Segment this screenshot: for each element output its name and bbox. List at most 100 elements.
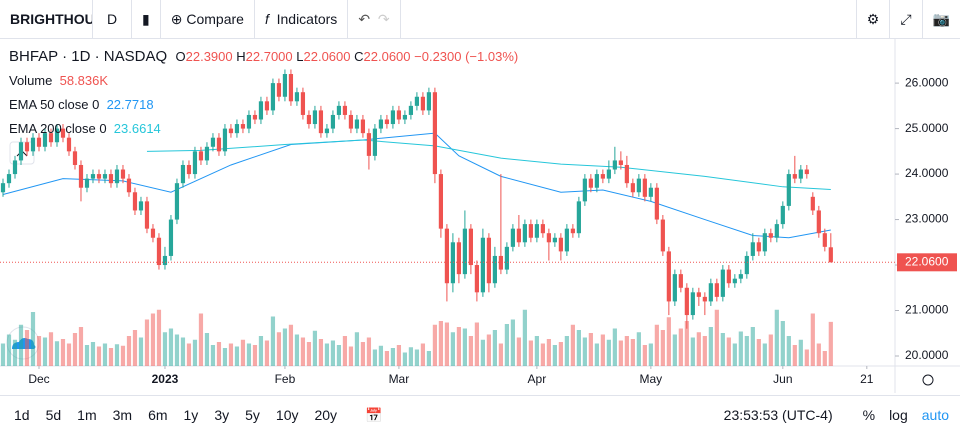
candle-body bbox=[288, 74, 294, 102]
volume-bar bbox=[132, 330, 138, 366]
ranges: 1d 5d 1m 3m 6m 1y 3y 5y 10y 20y bbox=[6, 407, 345, 423]
volume-bar bbox=[726, 337, 731, 366]
candle-body bbox=[462, 228, 467, 275]
candle-body bbox=[114, 169, 120, 184]
volume-bar bbox=[348, 346, 354, 366]
log[interactable]: log bbox=[889, 407, 908, 423]
candle-body bbox=[672, 274, 677, 302]
volume-bar bbox=[654, 324, 659, 366]
candle-body bbox=[252, 114, 258, 120]
range-button[interactable]: 1m bbox=[77, 407, 97, 423]
candle-body bbox=[12, 160, 18, 175]
logo-icon bbox=[12, 338, 36, 349]
volume-bar bbox=[390, 348, 396, 366]
y-tick-label: 25.0000 bbox=[905, 121, 949, 135]
volume-bar bbox=[804, 349, 809, 366]
volume-bar bbox=[522, 309, 527, 366]
volume-bar bbox=[420, 343, 426, 366]
indicators[interactable]: f Indicators bbox=[255, 0, 349, 38]
volume-bar bbox=[498, 343, 503, 366]
ema50-label: EMA 50 close 0 bbox=[9, 97, 100, 112]
volume-bar bbox=[438, 321, 444, 366]
range-button[interactable]: 1d bbox=[14, 407, 30, 423]
volume-bar bbox=[192, 339, 198, 366]
candle-body bbox=[78, 164, 84, 188]
volume-bar bbox=[468, 336, 473, 366]
volume-bar bbox=[768, 334, 773, 366]
fullscreen[interactable]: ⤢ bbox=[890, 0, 923, 38]
range-button[interactable]: 10y bbox=[275, 407, 299, 423]
candle-body bbox=[792, 174, 797, 179]
candle-body bbox=[414, 96, 420, 106]
volume-bar bbox=[684, 321, 689, 366]
candle-body bbox=[798, 169, 803, 179]
x-tick-label: Dec bbox=[28, 372, 49, 386]
volume-label: Volume bbox=[9, 73, 53, 88]
volume-bar bbox=[552, 345, 557, 366]
compare[interactable]: ⊕ Compare bbox=[161, 0, 255, 38]
auto[interactable]: auto bbox=[921, 407, 949, 423]
candle-body bbox=[348, 114, 354, 129]
candle-body bbox=[402, 114, 408, 120]
candle-body bbox=[330, 114, 336, 129]
ema200-label: EMA 200 close 0 bbox=[9, 121, 107, 136]
interval[interactable]: D bbox=[93, 0, 132, 38]
range-button[interactable]: 1y bbox=[183, 407, 199, 423]
candle-body bbox=[144, 201, 150, 229]
candle-body bbox=[378, 119, 384, 129]
volume-bar bbox=[264, 340, 270, 366]
candle-body bbox=[294, 92, 300, 102]
o-value: 22.3900 bbox=[185, 49, 233, 64]
volume-bar bbox=[510, 319, 515, 366]
candle-body bbox=[600, 174, 605, 179]
candle-body bbox=[720, 269, 725, 297]
range-button[interactable]: 3m bbox=[112, 407, 133, 423]
settings-icon[interactable] bbox=[922, 374, 934, 386]
volume-bar bbox=[816, 343, 821, 366]
range-button[interactable]: 5d bbox=[45, 407, 62, 423]
volume-bar bbox=[462, 328, 467, 366]
volume-bar bbox=[30, 312, 36, 366]
o-label: O bbox=[175, 49, 186, 64]
volume-bar bbox=[384, 351, 390, 366]
y-tick-label: 24.0000 bbox=[905, 166, 949, 180]
volume-bar bbox=[126, 336, 132, 366]
candle-body bbox=[684, 287, 689, 316]
range-button[interactable]: 5y bbox=[245, 407, 260, 423]
candle-body bbox=[18, 142, 24, 161]
range-button[interactable]: 20y bbox=[314, 407, 338, 423]
volume-bar bbox=[414, 349, 420, 366]
volume-bar bbox=[456, 327, 461, 366]
symbol[interactable]: BRIGHTHOU bbox=[0, 0, 93, 38]
candle-body bbox=[618, 160, 623, 165]
last-price-box bbox=[897, 253, 957, 272]
volume-bar bbox=[306, 342, 312, 366]
candle-body bbox=[270, 83, 276, 111]
x-tick-label: 21 bbox=[860, 372, 874, 386]
volume-bar bbox=[642, 345, 647, 366]
percent[interactable]: % bbox=[862, 407, 876, 423]
volume-bar bbox=[396, 345, 402, 366]
volume-bar bbox=[174, 334, 180, 366]
candle-body bbox=[6, 174, 12, 184]
volume-bar bbox=[606, 339, 611, 366]
candle-body bbox=[612, 160, 617, 170]
candle-body bbox=[168, 219, 174, 256]
volume-bar bbox=[408, 347, 414, 366]
volume-bar bbox=[570, 324, 575, 366]
range-button[interactable]: 3y bbox=[214, 407, 230, 423]
undo-redo[interactable]: ↶ ↷ bbox=[348, 0, 401, 38]
candle-body bbox=[36, 137, 42, 147]
date-range-icon[interactable]: 📅 bbox=[365, 406, 383, 423]
volume-bar bbox=[102, 343, 108, 366]
chart-type[interactable]: ▮ bbox=[132, 0, 161, 38]
volume-bar bbox=[180, 337, 186, 366]
range-button[interactable]: 6m bbox=[148, 407, 168, 423]
candle-body bbox=[816, 210, 821, 234]
volume-bar bbox=[288, 324, 294, 366]
snapshot[interactable]: 📷 bbox=[932, 10, 950, 27]
volume-bar bbox=[252, 345, 258, 366]
settings[interactable]: ⚙ bbox=[855, 0, 891, 38]
candle-body bbox=[540, 224, 545, 234]
candle-body bbox=[438, 174, 444, 229]
